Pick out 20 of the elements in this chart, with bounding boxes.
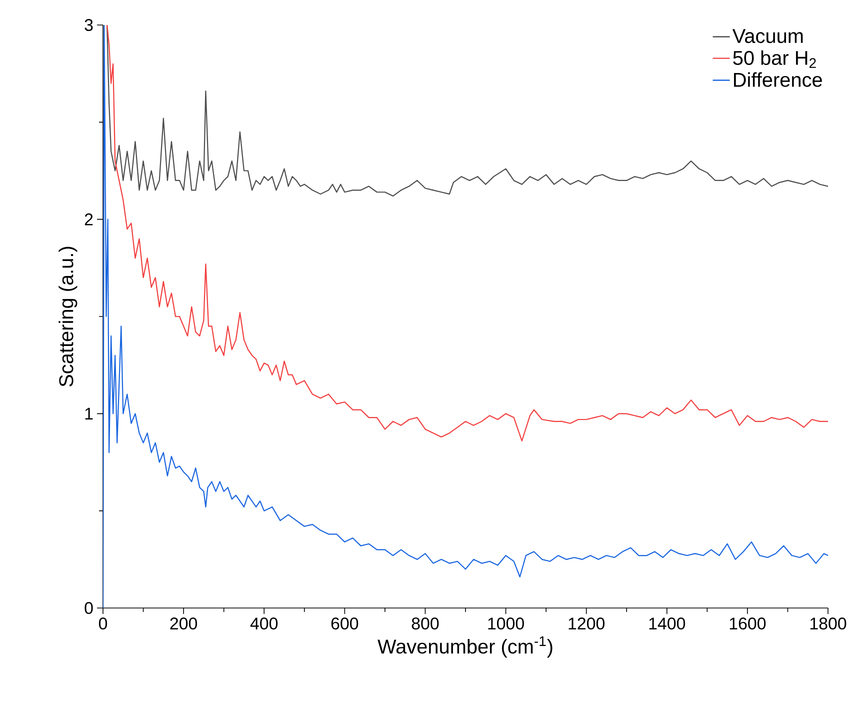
x-tick-label: 1800 [810, 618, 846, 630]
y-tick-label: 3 [84, 19, 93, 31]
x-tick-label: 1600 [730, 618, 766, 630]
x-tick-label: 400 [250, 618, 278, 630]
y-tick-label: 2 [84, 213, 93, 226]
y-tick-label: 1 [85, 408, 93, 420]
x-tick-label: 1400 [649, 618, 686, 630]
legend-label: 50 bar H$_{2}$ [733, 50, 816, 68]
x-tick-label: 200 [170, 618, 198, 630]
legend-label: Difference [734, 72, 822, 87]
x-tick-label: 800 [412, 618, 439, 630]
y-tick-label: 0 [84, 602, 93, 614]
line-series [106, 24, 828, 197]
x-tick-label: 600 [331, 618, 358, 630]
x-tick-label: 1200 [568, 618, 605, 630]
x-axis-title: Wavenumber (cm$^{-1}$) [378, 636, 552, 658]
legend-label: Vacuum [732, 29, 803, 44]
x-tick-label: 1000 [488, 618, 524, 630]
x-tick-label: 0 [98, 618, 108, 630]
y-axis-title: Scattering (a.u.) [58, 246, 78, 386]
